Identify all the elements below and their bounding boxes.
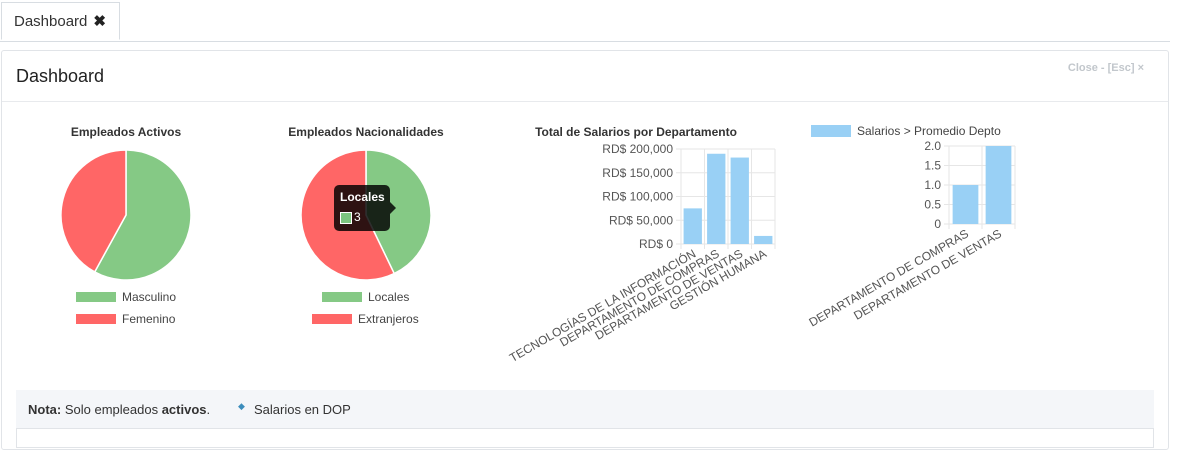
y-tick-label: 0	[934, 217, 941, 231]
legend-item-extranjeros: Extranjeros	[312, 312, 419, 326]
bar-2[interactable]	[985, 146, 1012, 224]
legend-item-femenino: Femenino	[76, 312, 175, 326]
y-tick-label: RD$ 0	[639, 237, 673, 251]
legend-swatch	[76, 314, 116, 324]
bar-2[interactable]	[707, 153, 726, 244]
note-label: Nota:	[28, 402, 62, 417]
legend-label: Masculino	[122, 290, 177, 304]
diamond-bullet-icon: ◆	[238, 401, 245, 411]
tab-dashboard[interactable]: Dashboard ✖	[1, 2, 120, 40]
y-tick-label: 0.5	[924, 198, 941, 212]
y-tick-label: RD$ 150,000	[602, 166, 673, 180]
tooltip-title: Locales	[340, 190, 385, 204]
tooltip-swatch	[340, 212, 352, 224]
chart-title-salarios: Total de Salarios por Departamento	[535, 125, 737, 139]
bar-1[interactable]	[952, 185, 979, 224]
close-x-icon[interactable]: ✖	[93, 13, 106, 30]
bar-3[interactable]	[730, 157, 749, 244]
legend-label: Locales	[368, 290, 410, 304]
y-tick-label: RD$ 50,000	[609, 213, 673, 227]
bar-1[interactable]	[683, 208, 702, 244]
chart-tooltip: Locales 3	[334, 185, 396, 231]
chart-title-nacionalidades: Empleados Nacionalidades	[288, 125, 444, 139]
legend-item-promedio: Salarios > Promedio Depto	[811, 124, 1001, 138]
panel-header: Dashboard Close - [Esc] ×	[2, 51, 1168, 102]
dashboard-panel: Dashboard Close - [Esc] ×	[1, 50, 1169, 450]
note-period: .	[206, 402, 211, 417]
legend-swatch	[811, 125, 851, 137]
y-tick-label: RD$ 100,000	[602, 190, 673, 204]
x-tick-label: DEPARTAMENTO DE VENTAS	[851, 226, 1004, 322]
note-body: Solo empleados	[64, 402, 159, 417]
legend-swatch	[312, 314, 352, 324]
legend-item-masculino: Masculino	[76, 290, 176, 304]
y-tick-label: RD$ 200,000	[602, 142, 673, 156]
nacionalidades-slice-locales[interactable]	[365, 149, 432, 275]
y-tick-label: 1.5	[924, 159, 941, 173]
y-tick-label: 2.0	[924, 139, 941, 153]
activos-slice-masculino[interactable]	[93, 149, 192, 281]
legend-label: Femenino	[122, 312, 176, 326]
legend-label: Salarios > Promedio Depto	[857, 124, 1001, 138]
legend-item-locales: Locales	[322, 290, 409, 304]
pie-chart-activos	[60, 149, 192, 281]
note-bar: Nota: Solo empleados activos. ◆ Salarios…	[16, 390, 1154, 428]
activos-slice-femenino[interactable]	[60, 149, 127, 273]
content-box	[16, 428, 1154, 448]
tab-label: Dashboard	[14, 12, 88, 30]
note-item: Salarios en DOP	[254, 402, 351, 417]
x-tick-label: DEPARTAMENTO DE COMPRAS	[807, 226, 971, 329]
tab-bar: Dashboard ✖	[0, 0, 1170, 42]
note-bold-word: activos	[161, 402, 207, 417]
y-tick-label: 1.0	[924, 178, 941, 192]
legend-swatch	[322, 292, 362, 302]
bar-chart-salarios: RD$ 200,000 RD$ 150,000 RD$ 100,000 RD$ 50,…	[507, 142, 776, 365]
bar-4[interactable]	[754, 235, 773, 244]
tooltip-value: 3	[354, 210, 361, 224]
legend-swatch	[76, 292, 116, 302]
close-button[interactable]: Close - [Esc] ×	[1067, 62, 1144, 74]
note-text: Nota: Solo empleados activos.	[28, 402, 210, 417]
chart-title-activos: Empleados Activos	[70, 125, 182, 139]
legend-label: Extranjeros	[358, 312, 419, 326]
panel-title: Dashboard	[16, 66, 105, 86]
